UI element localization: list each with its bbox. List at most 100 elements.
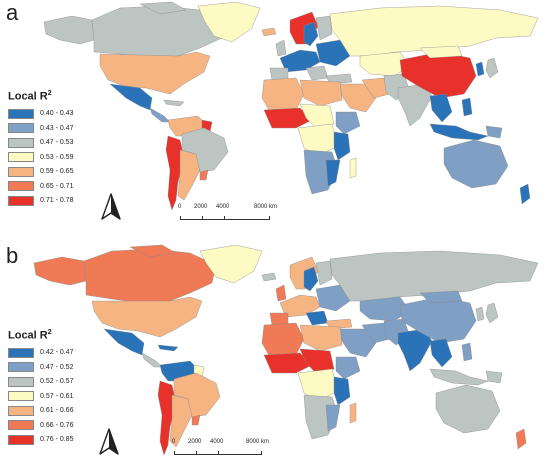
legend-item: 0.59 - 0.65 — [8, 165, 73, 180]
region-iceland — [261, 272, 277, 282]
region-se-asia — [429, 93, 453, 123]
region-mongolia — [419, 45, 463, 59]
region-libya-egypt — [299, 324, 343, 352]
legend-swatch — [8, 137, 34, 148]
legend-swatch — [8, 362, 34, 373]
region-finland — [315, 260, 333, 286]
region-korea — [475, 61, 485, 77]
legend-label: 0.42 - 0.47 — [40, 349, 74, 357]
legend-a: Local R2 0.40 - 0.43 0.43 - 0.47 0.47 - 0.… — [8, 90, 73, 208]
region-mexico — [109, 83, 153, 111]
legend-item: 0.65 - 0.71 — [8, 179, 73, 194]
region-horn-africa — [335, 356, 361, 380]
legend-swatch — [8, 434, 34, 445]
legend-item: 0.61 - 0.66 — [8, 404, 73, 419]
region-new-zealand — [519, 183, 531, 205]
scale-label-2000: 2000 — [194, 204, 208, 210]
region-libya-egypt — [299, 79, 343, 107]
region-south-africa-east — [325, 159, 341, 187]
scale-bar-b: 0 2000 4000 8000 km — [172, 439, 270, 459]
legend-label: 0.43 - 0.47 — [40, 124, 74, 132]
legend-label: 0.76 - 0.85 — [40, 436, 74, 444]
legend-item: 0.71 - 0.78 — [8, 194, 73, 209]
map-panel-a: a — [6, 0, 539, 224]
region-usa — [99, 51, 211, 95]
region-east-africa — [333, 376, 351, 406]
region-iceland — [261, 27, 277, 37]
region-russia — [329, 250, 539, 302]
scale-line — [180, 216, 270, 220]
scale-bar-a: 0 2000 4000 8000 km — [178, 204, 277, 224]
legend-label: 0.40 - 0.43 — [40, 110, 74, 118]
legend-item: 0.40 - 0.43 — [8, 107, 73, 122]
region-indonesia — [429, 368, 489, 386]
region-iberia — [269, 67, 289, 81]
legend-rows-b: 0.42 - 0.47 0.47 - 0.52 0.52 - 0.57 0.57 - … — [8, 346, 73, 448]
scale-label-8000-km: 8000 km — [254, 204, 278, 210]
region-eastern-europe — [315, 284, 351, 312]
legend-item: 0.57 - 0.61 — [8, 389, 73, 404]
scale-label-8000-km: 8000 km — [246, 439, 270, 445]
legend-label: 0.47 - 0.52 — [40, 363, 74, 371]
region-png — [485, 125, 503, 139]
region-caribbean — [157, 344, 179, 352]
legend-item: 0.43 - 0.47 — [8, 121, 73, 136]
region-japan — [485, 302, 499, 324]
region-central-africa — [297, 368, 339, 402]
scale-tick — [218, 451, 219, 455]
region-korea — [475, 306, 485, 322]
legend-swatch — [8, 420, 34, 431]
legend-title-superscript: 2 — [47, 90, 52, 97]
region-north-africa-west — [261, 77, 305, 113]
scale-tick — [224, 216, 225, 220]
legend-item: 0.52 - 0.57 — [8, 375, 73, 390]
legend-swatch — [8, 195, 34, 206]
region-mexico — [103, 328, 145, 356]
legend-item: 0.47 - 0.52 — [8, 360, 73, 375]
region-sahel — [263, 352, 313, 374]
scale-label-4000: 4000 — [216, 204, 230, 210]
legend-label: 0.53 - 0.59 — [40, 153, 74, 161]
legend-label: 0.57 - 0.61 — [40, 392, 74, 400]
region-uruguay — [199, 169, 209, 181]
scale-tick — [196, 451, 197, 455]
legend-item: 0.66 - 0.76 — [8, 418, 73, 433]
world-map-b — [33, 244, 539, 456]
region-greenland — [197, 1, 261, 43]
north-arrow-icon — [99, 428, 119, 455]
world-map-a — [43, 1, 539, 211]
legend-title-text: Local R — [8, 329, 48, 342]
map-panel-b: b — [0, 231, 550, 462]
region-central-america — [149, 107, 171, 123]
legend-label: 0.61 - 0.66 — [40, 407, 74, 415]
legend-label: 0.47 - 0.53 — [40, 139, 74, 147]
region-caribbean — [163, 99, 185, 107]
region-sweden — [303, 21, 319, 47]
region-uruguay — [191, 414, 201, 426]
region-madagascar — [349, 157, 357, 179]
region-philippines — [461, 97, 473, 117]
region-horn-africa — [335, 111, 361, 135]
region-new-zealand — [515, 428, 527, 450]
region-indonesia — [429, 123, 489, 141]
legend-label: 0.52 - 0.57 — [40, 378, 74, 386]
legend-title-b: Local R2 — [8, 329, 73, 342]
region-philippines — [461, 342, 473, 362]
legend-item: 0.76 - 0.85 — [8, 433, 73, 448]
north-arrow-icon — [101, 193, 121, 220]
region-finland — [315, 15, 333, 41]
region-eastern-europe — [315, 39, 351, 67]
scale-label-2000: 2000 — [188, 439, 202, 445]
scale-label-4000: 4000 — [210, 439, 224, 445]
legend-item: 0.53 - 0.59 — [8, 150, 73, 165]
region-brazil — [181, 127, 229, 173]
legend-swatch — [8, 405, 34, 416]
region-madagascar — [349, 402, 357, 424]
legend-title-a: Local R2 — [8, 90, 73, 103]
legend-label: 0.71 - 0.78 — [40, 197, 74, 205]
legend-label: 0.59 - 0.65 — [40, 168, 74, 176]
region-uk — [275, 284, 287, 302]
panel-label-a: a — [6, 0, 19, 25]
region-balkans — [305, 310, 329, 326]
region-png — [485, 370, 503, 384]
